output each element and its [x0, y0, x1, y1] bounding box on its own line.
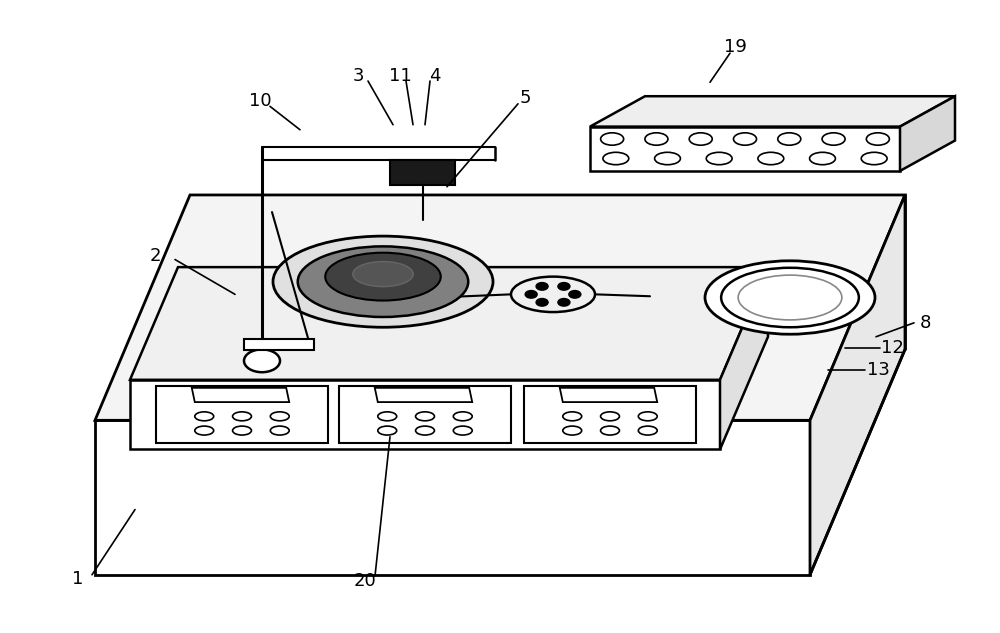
- Circle shape: [525, 291, 537, 298]
- Polygon shape: [390, 160, 455, 185]
- Ellipse shape: [325, 253, 441, 301]
- Ellipse shape: [511, 277, 595, 312]
- Ellipse shape: [733, 133, 757, 145]
- Ellipse shape: [810, 153, 835, 165]
- Text: 12: 12: [881, 339, 903, 357]
- Bar: [244, 339, 314, 350]
- Polygon shape: [590, 96, 955, 127]
- Text: 20: 20: [354, 572, 376, 590]
- Ellipse shape: [689, 133, 712, 145]
- Ellipse shape: [638, 426, 657, 435]
- Ellipse shape: [453, 426, 472, 435]
- Circle shape: [569, 291, 581, 298]
- Circle shape: [244, 349, 280, 372]
- Text: 3: 3: [352, 67, 364, 85]
- Text: 10: 10: [249, 92, 271, 110]
- Ellipse shape: [778, 133, 801, 145]
- Ellipse shape: [563, 426, 582, 435]
- Polygon shape: [900, 96, 955, 171]
- Circle shape: [536, 282, 548, 290]
- Circle shape: [536, 299, 548, 306]
- Ellipse shape: [645, 133, 668, 145]
- Ellipse shape: [601, 426, 619, 435]
- Ellipse shape: [378, 412, 397, 421]
- Ellipse shape: [195, 426, 214, 435]
- Text: 2: 2: [149, 248, 161, 265]
- Ellipse shape: [233, 426, 251, 435]
- Ellipse shape: [563, 412, 582, 421]
- Ellipse shape: [270, 412, 289, 421]
- Ellipse shape: [601, 133, 624, 145]
- Polygon shape: [130, 380, 720, 449]
- Polygon shape: [192, 388, 289, 402]
- Ellipse shape: [298, 246, 468, 317]
- Polygon shape: [590, 127, 900, 171]
- Ellipse shape: [822, 133, 845, 145]
- Ellipse shape: [638, 412, 657, 421]
- Polygon shape: [560, 388, 657, 402]
- Polygon shape: [375, 388, 472, 402]
- Ellipse shape: [270, 426, 289, 435]
- Ellipse shape: [453, 412, 472, 421]
- Ellipse shape: [416, 412, 434, 421]
- Polygon shape: [95, 195, 905, 420]
- Ellipse shape: [758, 153, 784, 165]
- Circle shape: [558, 299, 570, 306]
- Ellipse shape: [353, 261, 413, 287]
- Polygon shape: [130, 267, 768, 380]
- Ellipse shape: [721, 268, 859, 327]
- Ellipse shape: [378, 426, 397, 435]
- Polygon shape: [156, 386, 328, 443]
- Text: 11: 11: [389, 67, 411, 85]
- Ellipse shape: [416, 426, 434, 435]
- Ellipse shape: [273, 236, 493, 327]
- Text: 1: 1: [72, 570, 84, 588]
- Ellipse shape: [706, 153, 732, 165]
- Ellipse shape: [603, 153, 629, 165]
- Polygon shape: [95, 420, 810, 575]
- Ellipse shape: [866, 133, 889, 145]
- Ellipse shape: [655, 153, 680, 165]
- Ellipse shape: [705, 261, 875, 334]
- Text: 13: 13: [867, 361, 889, 379]
- Ellipse shape: [861, 153, 887, 165]
- Polygon shape: [810, 195, 905, 575]
- Circle shape: [558, 282, 570, 290]
- Text: 19: 19: [724, 39, 746, 56]
- Polygon shape: [720, 267, 768, 449]
- Text: 4: 4: [429, 67, 441, 85]
- Text: 8: 8: [919, 314, 931, 332]
- Ellipse shape: [738, 275, 842, 320]
- Ellipse shape: [601, 412, 619, 421]
- Ellipse shape: [233, 412, 251, 421]
- Polygon shape: [339, 386, 511, 443]
- Polygon shape: [524, 386, 696, 443]
- Ellipse shape: [195, 412, 214, 421]
- Text: 5: 5: [519, 89, 531, 107]
